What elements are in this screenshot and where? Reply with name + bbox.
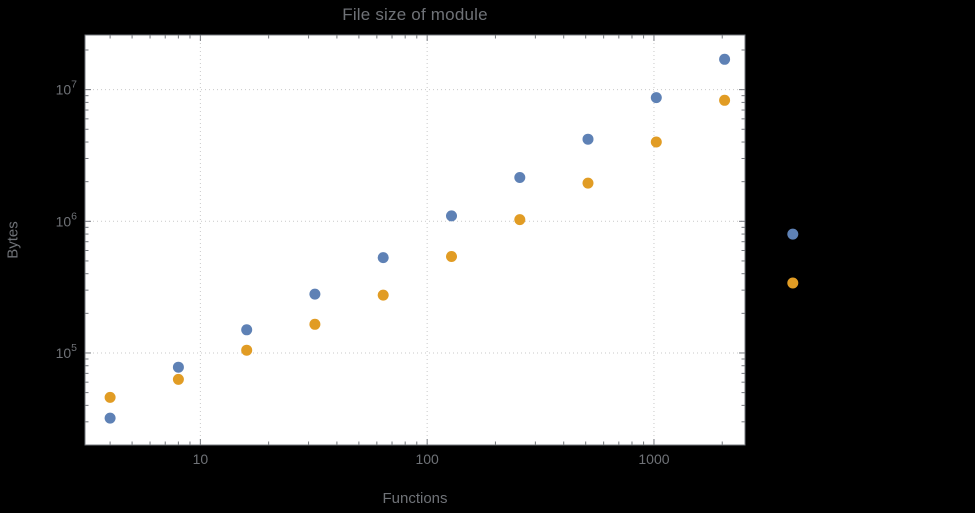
- data-point: [787, 277, 799, 289]
- y-tick-label: 105: [56, 342, 78, 361]
- x-tick-label: 10: [193, 451, 209, 467]
- data-point: [241, 344, 253, 356]
- x-tick-label: 1000: [638, 451, 669, 467]
- y-tick-labels: 105 106 107: [56, 79, 78, 361]
- data-point: [582, 133, 594, 145]
- data-point: [172, 361, 184, 373]
- plot-background: [85, 35, 745, 445]
- y-tick-label: 107: [56, 79, 78, 98]
- plot-frame: [84, 34, 746, 446]
- data-point: [719, 94, 731, 106]
- data-point: [514, 172, 526, 183]
- gridlines: [85, 35, 745, 445]
- data-point: [650, 92, 662, 104]
- data-point: [719, 53, 731, 65]
- tick-marks: [85, 35, 745, 446]
- orange-series: [104, 94, 799, 403]
- blue-series: [104, 53, 799, 424]
- data-point: [309, 318, 321, 330]
- y-axis-label: Bytes: [4, 221, 22, 259]
- data-point: [582, 177, 594, 189]
- data-point: [446, 210, 457, 222]
- data-point: [650, 136, 662, 148]
- data-point: [241, 324, 253, 336]
- x-tick-label: 100: [415, 451, 439, 467]
- data-point: [172, 373, 184, 385]
- data-point: [787, 228, 799, 240]
- data-point: [104, 412, 116, 424]
- x-axis-label: Functions: [382, 490, 448, 507]
- chart-title: File size of module: [342, 5, 488, 24]
- data-point: [377, 289, 389, 301]
- y-tick-label: 106: [56, 210, 78, 229]
- data-point: [377, 252, 389, 264]
- data-point: [309, 288, 321, 300]
- data-point: [104, 391, 116, 403]
- data-point: [514, 214, 526, 226]
- data-point: [446, 251, 457, 262]
- x-tick-labels: 10 100 1000: [193, 451, 670, 467]
